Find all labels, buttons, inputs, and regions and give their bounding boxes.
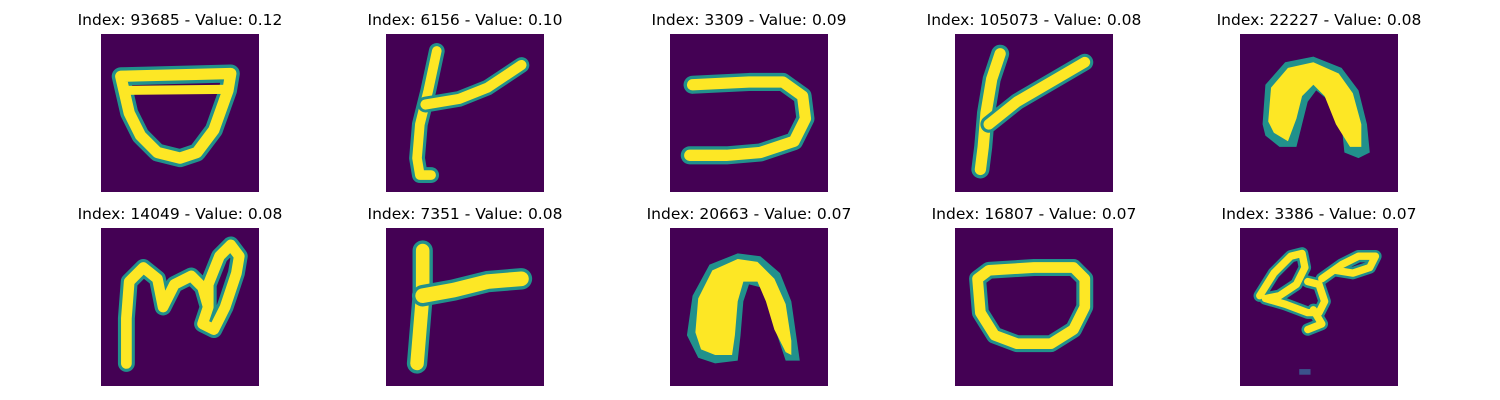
panel-title: Index: 93685 - Value: 0.12 <box>77 11 283 29</box>
digit-image <box>955 228 1113 386</box>
digit-image <box>386 228 544 386</box>
glyph-arch-filled <box>670 228 828 386</box>
glyph-arch-blob <box>1240 34 1398 192</box>
panel-title: Index: 6156 - Value: 0.10 <box>367 11 563 29</box>
glyph-cup-loop <box>101 34 259 192</box>
panel-title: Index: 3309 - Value: 0.09 <box>651 11 847 29</box>
glyph-rounded-o <box>955 228 1113 386</box>
panel-title: Index: 3386 - Value: 0.07 <box>1221 205 1417 223</box>
glyph-slanted-t-2 <box>955 34 1113 192</box>
digit-image <box>670 228 828 386</box>
panel-title: Index: 14049 - Value: 0.08 <box>77 205 283 223</box>
panel-title: Index: 7351 - Value: 0.08 <box>367 205 563 223</box>
digit-image <box>1240 228 1398 386</box>
digit-image <box>386 34 544 192</box>
digit-image <box>1240 34 1398 192</box>
glyph-fish-loop <box>1240 228 1398 386</box>
panel-title: Index: 105073 - Value: 0.08 <box>926 11 1142 29</box>
digit-image <box>955 34 1113 192</box>
digit-image <box>101 228 259 386</box>
glyph-slanted-t <box>386 34 544 192</box>
digit-image <box>101 34 259 192</box>
panel-title: Index: 22227 - Value: 0.08 <box>1216 11 1422 29</box>
digit-image <box>670 34 828 192</box>
panel-title: Index: 20663 - Value: 0.07 <box>646 205 852 223</box>
glyph-reversed-c <box>670 34 828 192</box>
panel-title: Index: 16807 - Value: 0.07 <box>931 205 1137 223</box>
glyph-t-bar <box>386 228 544 386</box>
glyph-loop-squiggle <box>101 228 259 386</box>
